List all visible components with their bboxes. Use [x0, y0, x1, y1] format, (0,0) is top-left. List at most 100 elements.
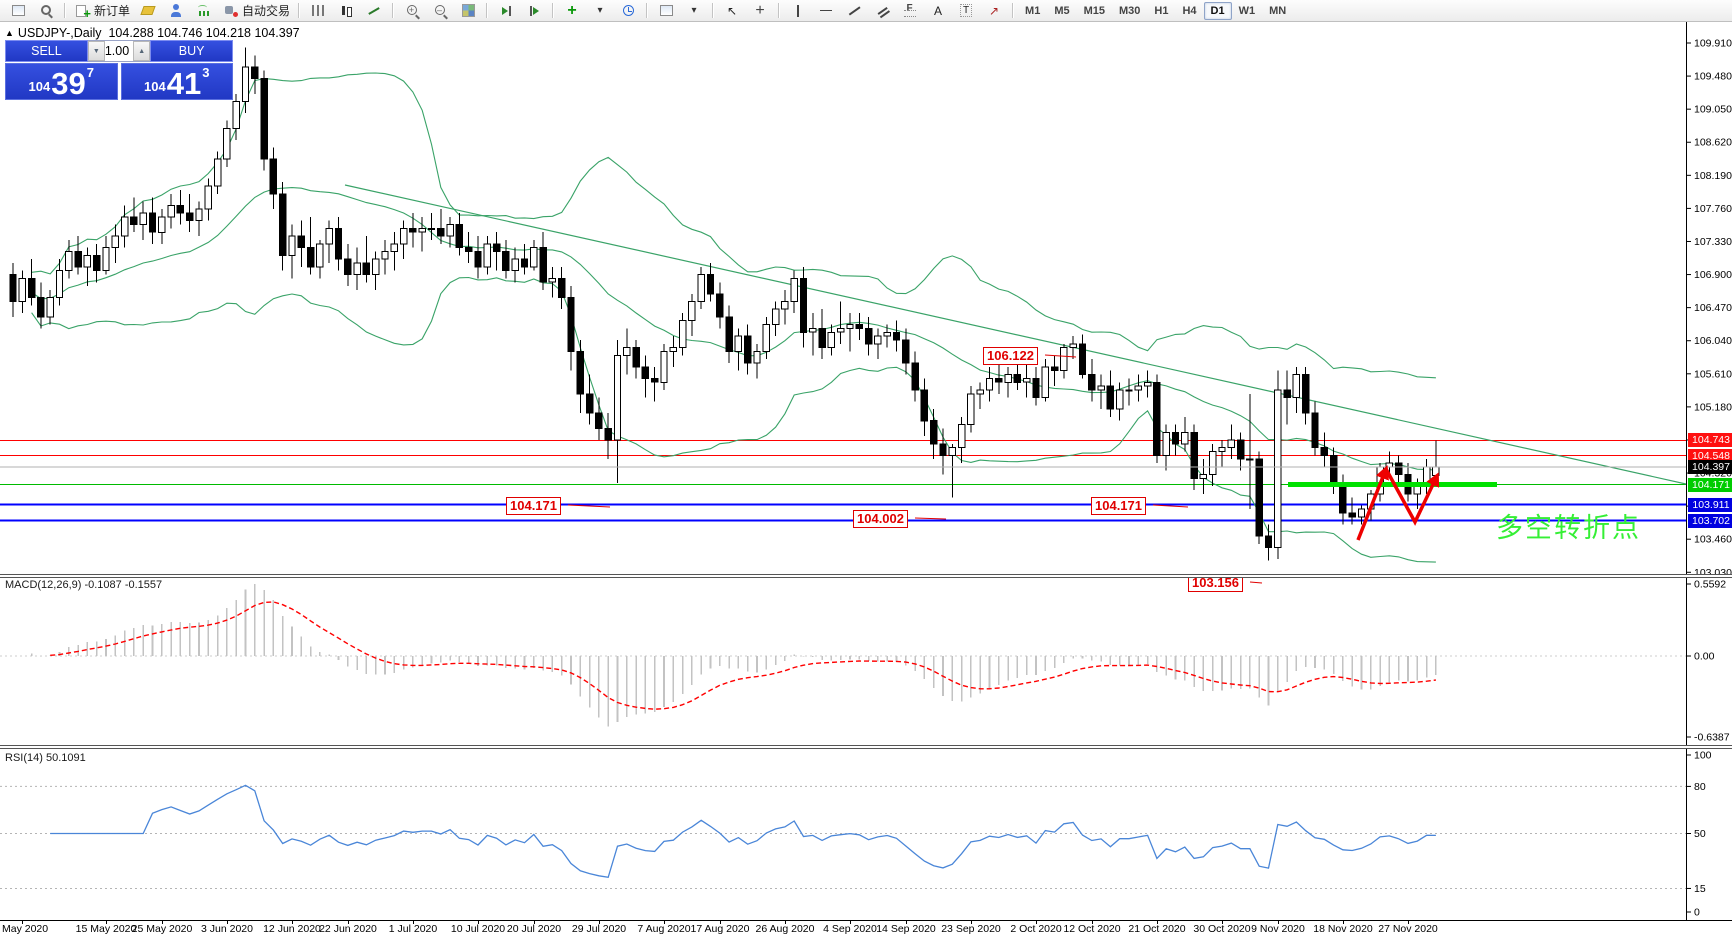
time-axis-label: 23 Sep 2020 [941, 923, 1001, 934]
timeframe-h1-button[interactable]: H1 [1154, 4, 1169, 17]
zoom-out-button[interactable] [426, 0, 454, 22]
rsi-axis-label: 15 [1694, 883, 1706, 895]
timeframe-m30-button[interactable]: M30 [1119, 4, 1141, 17]
panel-splitter[interactable] [0, 745, 1732, 749]
market-watch-icon [168, 3, 185, 19]
timeframe-mn-button[interactable]: MN [1269, 4, 1287, 17]
price-axis-label: 106.040 [1694, 335, 1732, 347]
chart-canvas[interactable]: 109.910 109.480 109.050 108.620 108.190 107.7… [0, 22, 1732, 934]
equidistant-channel-button[interactable] [868, 0, 896, 22]
price-axis-label: 109.050 [1694, 104, 1732, 116]
toolbar-separator [552, 3, 555, 18]
rsi-axis-label: 0 [1694, 907, 1700, 919]
buy-price[interactable]: 104 41 3 [120, 63, 233, 101]
bar-chart-button[interactable] [304, 0, 332, 22]
buy-price-big: 41 [166, 65, 202, 101]
toolbar-separator [64, 3, 66, 18]
text-button[interactable] [924, 0, 952, 22]
time-axis-label: 1 Jul 2020 [388, 923, 438, 934]
price-axis-label: 103.460 [1694, 534, 1732, 546]
toolbar-separator [486, 3, 489, 18]
buy-price-sup: 3 [202, 65, 210, 80]
time-axis-label: 30 Oct 2020 [1193, 923, 1251, 934]
time-axis-label: 17 Aug 2020 [690, 923, 750, 934]
time-axis-label: 22 Jun 2020 [319, 923, 377, 934]
fibonacci-button[interactable] [896, 0, 924, 22]
timeframe-m5-button[interactable]: M5 [1054, 4, 1070, 17]
new-chart-icon [10, 3, 27, 19]
line-chart-button[interactable] [360, 0, 388, 22]
time-axis-label: 21 Oct 2020 [1128, 923, 1186, 934]
chart-shift-button[interactable] [520, 0, 548, 22]
period-clock-icon [620, 3, 637, 19]
buy-button[interactable]: BUY [150, 40, 233, 62]
zoom-in-button[interactable] [398, 0, 426, 22]
add-indicator-button[interactable] [558, 0, 586, 22]
profiles-dropdown-icon [686, 3, 703, 19]
market-watch-button[interactable] [162, 0, 190, 22]
profiles-button[interactable] [652, 0, 680, 22]
price-tag-104.548: 104.548 [1688, 449, 1732, 463]
time-axis-label: 20 Jul 2020 [506, 923, 562, 934]
time-tick [162, 921, 163, 924]
candlestick-chart-button[interactable] [332, 0, 360, 22]
tile-windows-button[interactable] [454, 0, 482, 22]
rsi-indicator-label: RSI(14) 50.1091 [5, 752, 86, 764]
timeframe-d1-button[interactable]: D1 [1203, 1, 1232, 20]
timeframe-w1-button[interactable]: W1 [1238, 4, 1256, 17]
timeframe-h4-button[interactable]: H4 [1182, 4, 1197, 17]
crosshair-button[interactable] [746, 0, 774, 22]
zoom-out-icon [432, 3, 449, 19]
time-axis-label: 12 Oct 2020 [1063, 923, 1121, 934]
auto-trading-icon [222, 3, 239, 19]
time-tick [1092, 921, 1093, 924]
vertical-line-button[interactable] [784, 0, 812, 22]
collapse-trading-widget-icon[interactable]: ▲ [5, 28, 14, 38]
volume-increase-button[interactable]: ▲ [133, 41, 151, 61]
time-tick [785, 921, 786, 924]
chart-magnify-button[interactable] [32, 0, 60, 22]
text-label-button[interactable] [952, 0, 980, 22]
symbol-period-label: USDJPY-,Daily [17, 26, 102, 40]
sell-button[interactable]: SELL [5, 40, 88, 62]
time-tick [971, 921, 972, 924]
arrows-dropdown-icon [986, 3, 1003, 19]
macd-axis-label: 0.5592 [1694, 579, 1726, 591]
chart-profile-button[interactable] [134, 0, 162, 22]
toolbar-separator [392, 3, 395, 18]
time-axis-label: 2 Oct 2020 [1010, 923, 1062, 934]
line-chart-icon [366, 3, 383, 19]
new-order-button[interactable]: 新订单 [70, 0, 134, 22]
profiles-dropdown-button[interactable] [680, 0, 708, 22]
time-axis[interactable]: May 2020 15 May 2020 25 May 2020 3 Jun 2020… [0, 920, 1732, 934]
volume-decrease-button[interactable]: ▼ [87, 41, 105, 61]
time-axis-label: 18 Nov 2020 [1313, 923, 1373, 934]
new-chart-button[interactable] [4, 0, 32, 22]
crosshair-icon [752, 3, 769, 19]
auto-scroll-button[interactable] [492, 0, 520, 22]
panel-splitter[interactable] [0, 574, 1732, 578]
price-callout-106.122: 106.122 [983, 347, 1038, 365]
trendline-button[interactable] [840, 0, 868, 22]
time-axis-label: 3 Jun 2020 [201, 923, 253, 934]
time-tick [1036, 921, 1037, 924]
chart-shift-icon [526, 3, 543, 19]
toolbar: 新订单 自动交易 M1 M5 M15 M30 H1 H4 D1 W1 MN [0, 0, 1732, 22]
auto-trading-label: 自动交易 [242, 4, 291, 18]
horizontal-line-button[interactable] [812, 0, 840, 22]
time-axis-label: 27 Nov 2020 [1378, 923, 1438, 934]
timeframe-m15-button[interactable]: M15 [1083, 4, 1105, 17]
volume-input[interactable]: 1.00 [104, 41, 134, 61]
cursor-button[interactable] [718, 0, 746, 22]
sell-price[interactable]: 104 39 7 [5, 63, 118, 100]
auto-trading-button[interactable]: 自动交易 [218, 0, 294, 22]
timeframe-m1-button[interactable]: M1 [1025, 4, 1041, 17]
time-tick [478, 921, 479, 924]
auto-scroll-icon [498, 3, 515, 19]
period-clock-button[interactable] [614, 0, 642, 22]
signals-button[interactable] [190, 0, 218, 22]
indicators-dropdown-button[interactable] [586, 0, 614, 22]
price-axis-label: 108.190 [1694, 170, 1732, 182]
time-axis-label: 10 Jul 2020 [450, 923, 506, 934]
arrows-dropdown-button[interactable] [980, 0, 1008, 22]
